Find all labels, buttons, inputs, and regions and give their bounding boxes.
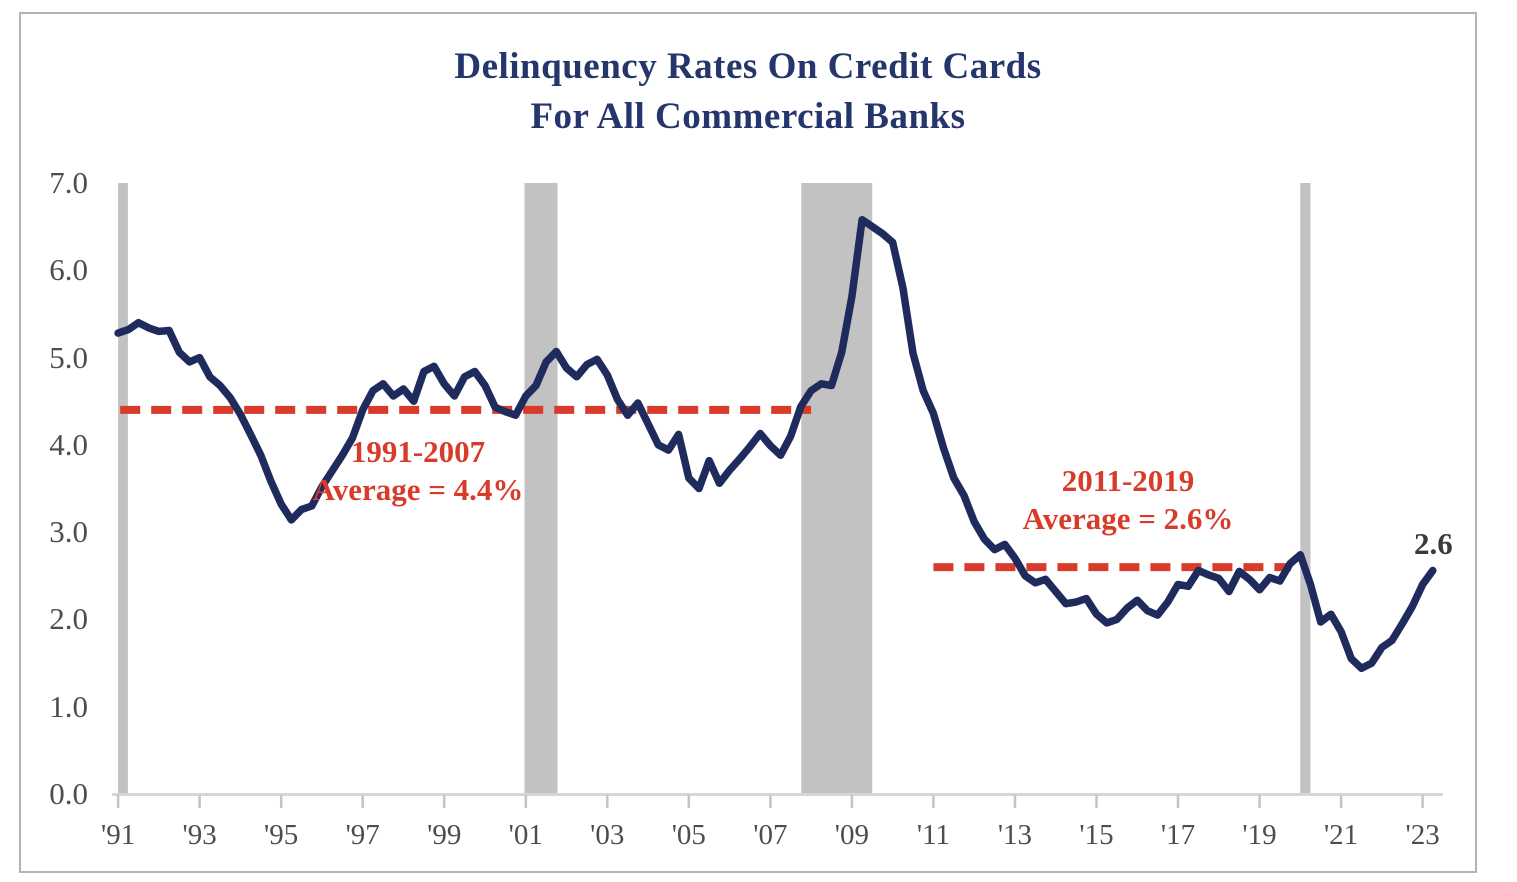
average-annotation-1991-2007: 1991-2007 Average = 4.4% — [258, 433, 578, 509]
x-tick-label: '03 — [590, 819, 625, 851]
x-tick-label: '11 — [916, 819, 950, 851]
x-tick-label: '07 — [753, 819, 788, 851]
recession-band — [801, 183, 873, 794]
y-tick-label: 3.0 — [49, 514, 88, 550]
y-tick-label: 6.0 — [49, 252, 88, 288]
average-annotation-1991-2007-value: Average = 4.4% — [312, 472, 524, 507]
x-tick-label: '19 — [1242, 819, 1277, 851]
x-tick-label: '95 — [264, 819, 299, 851]
line-end-value-label: 2.6 — [1414, 526, 1453, 561]
x-tick-label: '93 — [182, 819, 217, 851]
x-tick-label: '15 — [1079, 819, 1114, 851]
x-tick-label: '01 — [508, 819, 543, 851]
delinquency-rate-line — [114, 215, 1437, 673]
average-annotation-2011-2019: 2011-2019 Average = 2.6% — [968, 462, 1288, 538]
chart-title-line2: For All Commercial Banks — [530, 96, 966, 137]
recession-band — [524, 183, 558, 794]
recession-band — [1300, 183, 1311, 794]
y-tick-label: 1.0 — [49, 688, 88, 724]
average-annotation-2011-2019-value: Average = 2.6% — [1022, 501, 1234, 536]
y-tick-label: 4.0 — [49, 426, 88, 462]
y-tick-label: 2.0 — [49, 601, 88, 637]
x-tick-label: '09 — [834, 819, 869, 851]
average-annotation-1991-2007-period: 1991-2007 — [350, 434, 486, 469]
y-tick-label: 7.0 — [49, 165, 88, 200]
x-tick-label: '21 — [1323, 819, 1359, 851]
x-tick-label: '23 — [1405, 819, 1440, 851]
chart-title-line1: Delinquency Rates On Credit Cards — [454, 46, 1042, 87]
x-tick-label: '17 — [1160, 819, 1196, 851]
x-tick-label: '97 — [345, 819, 380, 851]
figure-border — [19, 12, 1477, 873]
x-tick-label: '91 — [100, 819, 136, 851]
x-tick-label: '13 — [997, 819, 1033, 851]
chart-title: Delinquency Rates On Credit Cards For Al… — [19, 42, 1477, 142]
recession-band — [118, 183, 128, 794]
y-tick-label: 0.0 — [49, 776, 88, 811]
x-tick-label: '05 — [671, 819, 706, 851]
average-annotation-2011-2019-period: 2011-2019 — [1061, 463, 1195, 498]
x-tick-label: '99 — [427, 819, 462, 851]
y-tick-label: 5.0 — [49, 339, 88, 375]
